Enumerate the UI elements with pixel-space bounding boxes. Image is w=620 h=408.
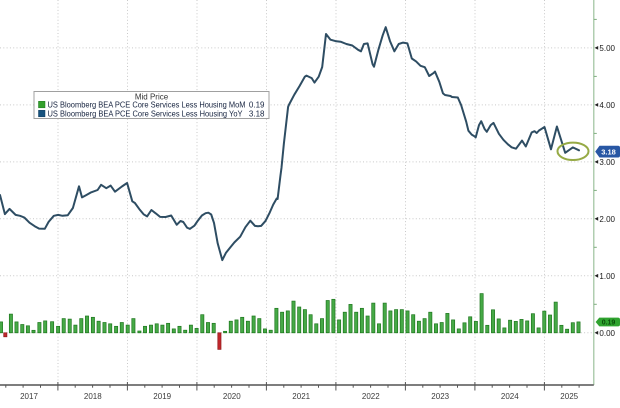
svg-text:0.19: 0.19 — [249, 100, 265, 109]
svg-text:4.00: 4.00 — [599, 101, 615, 110]
svg-text:3.18: 3.18 — [249, 109, 265, 118]
svg-text:1.00: 1.00 — [599, 272, 615, 281]
svg-text:0.00: 0.00 — [599, 329, 615, 338]
svg-text:2025: 2025 — [560, 392, 578, 401]
svg-text:3.18: 3.18 — [601, 147, 616, 156]
svg-text:2017: 2017 — [20, 392, 38, 401]
svg-text:US Bloomberg BEA PCE Core Serv: US Bloomberg BEA PCE Core Services Less … — [48, 100, 246, 109]
svg-text:0.19: 0.19 — [602, 320, 616, 327]
svg-text:2023: 2023 — [431, 392, 449, 401]
svg-text:Mid Price: Mid Price — [135, 93, 169, 102]
svg-text:2.00: 2.00 — [599, 215, 615, 224]
svg-text:2022: 2022 — [362, 392, 380, 401]
svg-text:2024: 2024 — [501, 392, 519, 401]
svg-text:5.00: 5.00 — [599, 44, 615, 53]
svg-text:2020: 2020 — [223, 392, 241, 401]
svg-text:2018: 2018 — [84, 392, 102, 401]
svg-text:2021: 2021 — [292, 392, 310, 401]
svg-text:3.00: 3.00 — [599, 158, 615, 167]
svg-text:US Bloomberg BEA PCE Core Serv: US Bloomberg BEA PCE Core Services Less … — [48, 109, 244, 118]
svg-text:2019: 2019 — [153, 392, 171, 401]
